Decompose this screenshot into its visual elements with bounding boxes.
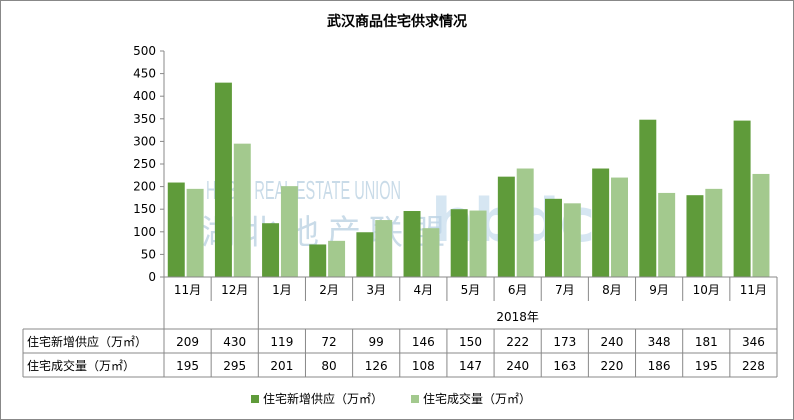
- y-tick-label: 400: [133, 89, 156, 103]
- bar-supply: [262, 223, 280, 277]
- table-cell-sales: 240: [506, 359, 529, 373]
- y-tick-label: 350: [133, 112, 156, 126]
- table-cell-sales: 195: [695, 359, 718, 373]
- bar-supply: [733, 120, 751, 277]
- table-cell-supply: 346: [742, 335, 765, 349]
- y-tick-label: 200: [133, 180, 156, 194]
- row-label-supply: 住宅新增供应（万㎡）: [27, 334, 147, 349]
- x-tick-label: 5月: [461, 283, 481, 297]
- table-cell-sales: 108: [412, 359, 435, 373]
- y-tick-label: 0: [148, 270, 156, 284]
- y-tick-label: 450: [133, 67, 156, 81]
- y-tick-label: 150: [133, 202, 156, 216]
- table-cell-sales: 126: [365, 359, 388, 373]
- y-tick-label: 500: [133, 44, 156, 58]
- table-cell-supply: 72: [321, 335, 336, 349]
- legend-label: 住宅新增供应（万㎡）: [263, 392, 384, 406]
- bar-supply: [214, 82, 232, 277]
- y-tick-label: 250: [133, 157, 156, 171]
- bar-sales: [705, 188, 723, 277]
- legend-item-sales: 住宅成交量（万㎡）: [411, 390, 531, 407]
- x-tick-label: 3月: [366, 283, 386, 297]
- bar-sales: [563, 203, 581, 277]
- year-label: 2018年: [496, 310, 539, 324]
- table-cell-supply: 181: [695, 335, 718, 349]
- bar-supply: [167, 182, 185, 277]
- table-cell-supply: 209: [176, 335, 199, 349]
- bar-supply: [356, 232, 374, 277]
- x-tick-label: 4月: [414, 283, 434, 297]
- x-tick-label: 1月: [272, 283, 292, 297]
- bar-sales: [280, 186, 298, 277]
- chart-title: 武汉商品住宅供求情况: [327, 14, 467, 30]
- x-tick-label: 7月: [555, 283, 575, 297]
- table-cell-supply: 99: [369, 335, 384, 349]
- x-tick-label: 8月: [602, 283, 622, 297]
- bar-sales: [422, 228, 440, 277]
- table-cell-supply: 146: [412, 335, 435, 349]
- bar-supply: [450, 209, 468, 277]
- x-tick-label: 6月: [508, 283, 528, 297]
- table-cell-supply: 119: [270, 335, 293, 349]
- table-cell-sales: 201: [270, 359, 293, 373]
- table-cell-sales: 147: [459, 359, 482, 373]
- x-tick-label: 10月: [693, 283, 720, 297]
- legend-swatch: [411, 395, 420, 403]
- table-cell-supply: 222: [506, 335, 529, 349]
- x-tick-label: 11月: [740, 283, 767, 297]
- bar-sales: [516, 168, 534, 277]
- bar-supply: [497, 176, 515, 277]
- bar-sales: [469, 210, 487, 277]
- bar-sales: [186, 188, 204, 277]
- bar-sales: [658, 192, 676, 277]
- bar-supply: [309, 244, 327, 277]
- y-tick-label: 300: [133, 134, 156, 148]
- bar-sales: [233, 143, 251, 277]
- y-tick-label: 100: [133, 225, 156, 239]
- legend: 住宅新增供应（万㎡） 住宅成交量（万㎡）: [251, 390, 531, 407]
- table-cell-sales: 228: [742, 359, 765, 373]
- bar-sales: [611, 177, 628, 277]
- x-tick-label: 12月: [221, 283, 248, 297]
- bar-sales: [375, 220, 393, 277]
- bar-supply: [545, 198, 562, 277]
- table-cell-supply: 240: [601, 335, 624, 349]
- table-cell-sales: 220: [601, 359, 624, 373]
- bar-supply: [403, 211, 421, 277]
- x-tick-label: 11月: [174, 283, 201, 297]
- table-cell-supply: 348: [648, 335, 671, 349]
- table-cell-sales: 295: [223, 359, 246, 373]
- bar-supply: [686, 195, 704, 277]
- table-cell-sales: 80: [321, 359, 336, 373]
- bar-sales: [328, 240, 346, 277]
- x-tick-label: 9月: [649, 283, 669, 297]
- table-cell-supply: 150: [459, 335, 482, 349]
- table-cell-sales: 186: [648, 359, 671, 373]
- bar-sales: [752, 173, 770, 277]
- table-cell-supply: 173: [553, 335, 576, 349]
- legend-label: 住宅成交量（万㎡）: [423, 392, 532, 406]
- bar-supply: [592, 168, 610, 277]
- table-cell-sales: 195: [176, 359, 199, 373]
- legend-item-supply: 住宅新增供应（万㎡）: [251, 390, 383, 407]
- table-cell-supply: 430: [223, 335, 246, 349]
- legend-swatch: [251, 395, 259, 403]
- row-label-sales: 住宅成交量（万㎡）: [27, 358, 135, 373]
- table-cell-sales: 163: [553, 359, 576, 373]
- y-tick-label: 50: [141, 247, 156, 261]
- bar-supply: [639, 119, 657, 277]
- x-tick-label: 2月: [319, 283, 339, 297]
